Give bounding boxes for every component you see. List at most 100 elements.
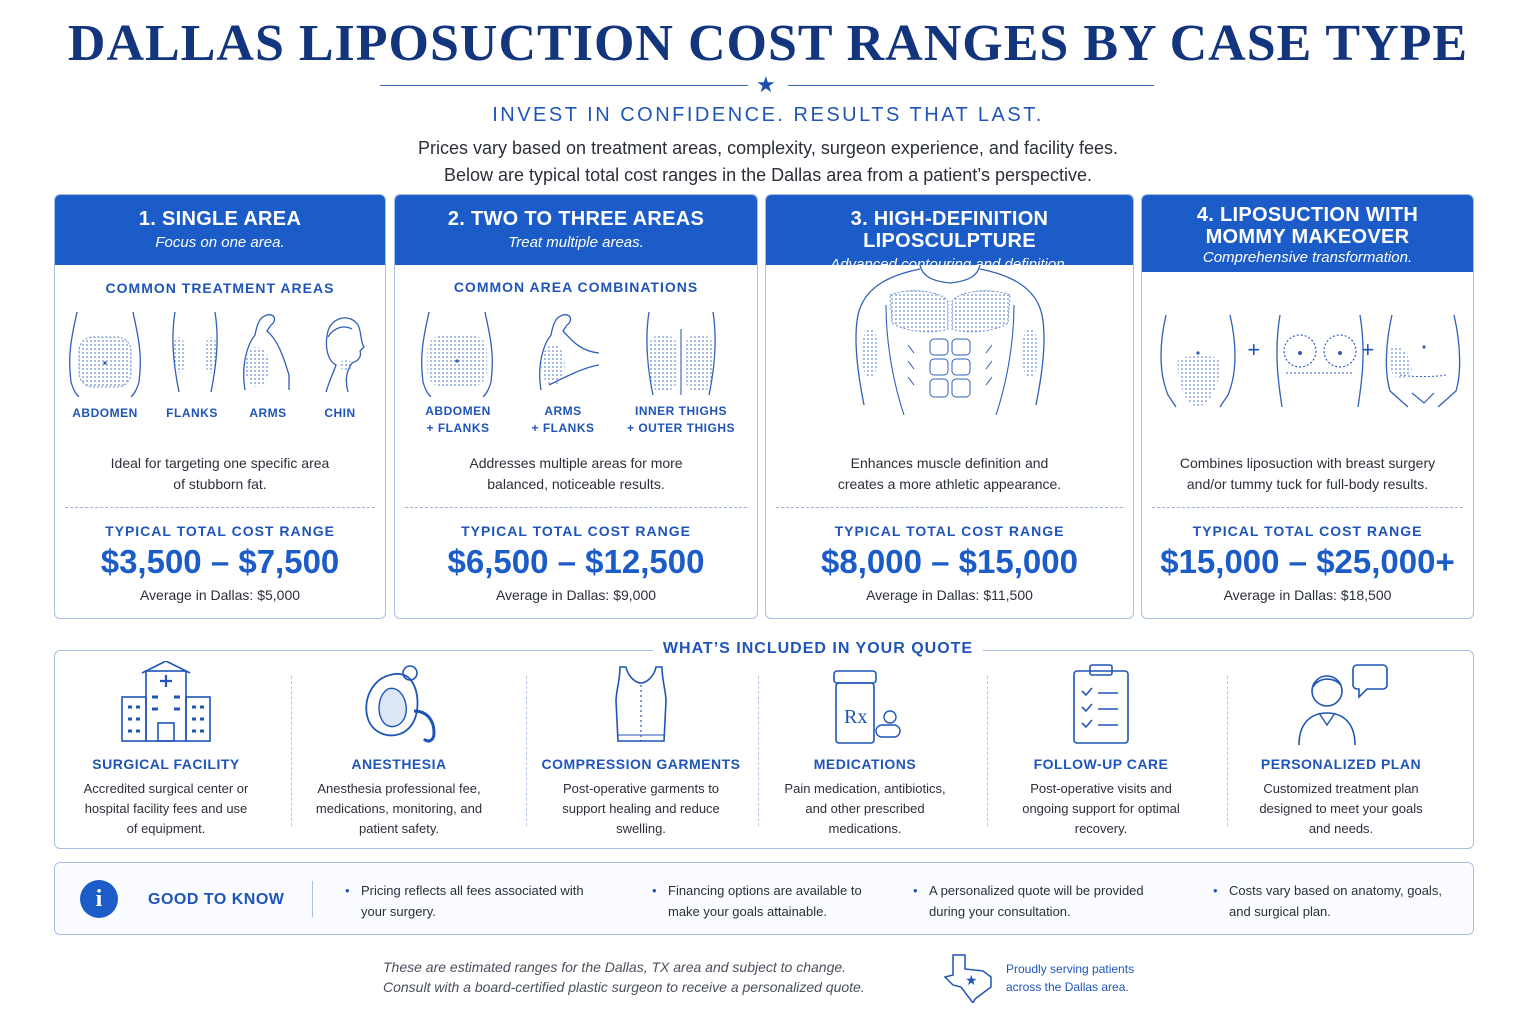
description-line: swelling.	[616, 821, 666, 836]
hospital-icon	[121, 661, 211, 742]
cost-range: $3,500 – $7,500	[100, 543, 340, 580]
description-line: Post-operative visits and	[1030, 781, 1172, 796]
compression-garment-icon	[615, 666, 667, 742]
included-item-personalized-plan: PERSONALIZED PLAN Customized treatment p…	[1241, 651, 1441, 850]
tagline: INVEST IN CONFIDENCE. RESULTS THAT LAST.	[492, 104, 1044, 126]
card-title: 1. SINGLE AREA	[138, 208, 302, 230]
description-line: creates a more athletic appearance.	[837, 476, 1062, 492]
included-item-name: FOLLOW-UP CARE	[1033, 756, 1169, 772]
included-item-name: SURGICAL FACILITY	[92, 756, 240, 772]
combo-label: INNER THIGHS + OUTER THIGHS	[621, 403, 741, 437]
intro-line: Prices vary based on treatment areas, co…	[417, 138, 1118, 158]
cost-range: $6,500 – $12,500	[447, 543, 705, 580]
dotted-divider	[776, 507, 1123, 508]
included-item-description: Customized treatment plan designed to me…	[1249, 779, 1433, 839]
combo-line: + FLANKS	[426, 421, 490, 435]
serving-line: across the Dallas area.	[1006, 980, 1129, 994]
included-item-description: Post-operative visits and ongoing suppor…	[1009, 779, 1193, 839]
person-chat-icon	[1298, 664, 1388, 745]
abdomen-lower-figure-icon	[1385, 314, 1461, 408]
card-subtitle: Treat multiple areas.	[508, 234, 644, 251]
description-line: Addresses multiple areas for more	[469, 455, 683, 471]
card-header: 4. LIPOSUCTION WITH MOMMY MAKEOVER Compr…	[1142, 195, 1473, 272]
combo-line: ABDOMEN	[425, 404, 491, 418]
card-title: 2. TWO TO THREE AREAS	[447, 208, 705, 230]
rx-label: Rx	[844, 706, 867, 728]
cost-range: $8,000 – $15,000	[821, 543, 1078, 580]
texas-state-icon: ★	[943, 954, 992, 1003]
included-title: WHAT’S INCLUDED IN YOUR QUOTE	[653, 640, 983, 658]
item-line: Pricing reflects all fees associated wit…	[361, 883, 584, 898]
dotted-divider	[1152, 507, 1463, 508]
description-line: patient safety.	[359, 821, 439, 836]
anesthesia-mask-icon	[365, 665, 436, 743]
card-single-area: 1. SINGLE AREA Focus on one area. COMMON…	[54, 194, 386, 619]
description-line: Accredited surgical center or	[83, 781, 249, 796]
included-item-name: MEDICATIONS	[813, 756, 917, 772]
card-description: Addresses multiple areas for more balanc…	[405, 453, 747, 495]
section-label: COMMON AREA COMBINATIONS	[453, 279, 699, 295]
cost-range: $15,000 – $25,000+	[1160, 543, 1455, 580]
card-two-to-three-areas: 2. TWO TO THREE AREAS Treat multiple are…	[394, 194, 758, 619]
card-header: 2. TWO TO THREE AREAS Treat multiple are…	[395, 195, 757, 265]
footnote-line: These are estimated ranges for the Dalla…	[383, 959, 847, 975]
card-title: 3. HIGH-DEFINITION LIPOSCULPTURE	[850, 208, 1049, 252]
description-line: Combines liposuction with breast surgery	[1179, 455, 1436, 471]
description-line: support healing and reduce	[562, 801, 720, 816]
title-divider-right	[788, 85, 1154, 86]
star-icon: ★	[756, 72, 776, 97]
good-to-know-label: GOOD TO KNOW	[148, 891, 285, 908]
intro-text: Prices vary based on treatment areas, co…	[0, 135, 1536, 189]
included-item-surgical-facility: SURGICAL FACILITY Accredited surgical ce…	[55, 651, 277, 850]
item-line: Costs vary based on anatomy, goals,	[1229, 883, 1442, 898]
footnote-line: Consult with a board-certified plastic s…	[383, 979, 865, 995]
plus-sign: +	[1361, 337, 1375, 362]
average-cost: Average in Dallas: $9,000	[495, 587, 657, 603]
card-header: 1. SINGLE AREA Focus on one area.	[55, 195, 385, 265]
column-divider	[758, 676, 759, 826]
description-line: designed to meet your goals	[1259, 801, 1423, 816]
tummy-figure-icon	[1160, 314, 1236, 408]
dotted-divider	[405, 507, 747, 508]
card-description: Combines liposuction with breast surgery…	[1152, 453, 1463, 495]
description-line: medications.	[828, 821, 902, 836]
description-line: Customized treatment plan	[1263, 781, 1419, 796]
plus-sign: +	[1247, 337, 1261, 362]
average-cost: Average in Dallas: $18,500	[1223, 587, 1392, 603]
included-item-description: Accredited surgical center or hospital f…	[63, 779, 269, 839]
arm-figure-icon	[243, 314, 290, 391]
description-line: of stubborn fat.	[173, 476, 267, 492]
info-icon: i	[80, 880, 118, 918]
included-item-name: ANESTHESIA	[351, 756, 447, 772]
description-line: medications, monitoring, and	[315, 801, 483, 816]
serving-note: Proudly serving patients across the Dall…	[1006, 960, 1134, 996]
combo-line: + OUTER THIGHS	[626, 421, 735, 435]
combo-line: INNER THIGHS	[634, 404, 727, 418]
description-line: ongoing support for optimal	[1022, 801, 1180, 816]
card-subtitle: Focus on one area.	[155, 234, 285, 251]
column-divider	[987, 676, 988, 826]
prescription-bottle-icon: Rx	[833, 670, 901, 744]
vertical-divider	[312, 881, 313, 917]
combo-line: ARMS	[544, 404, 582, 418]
column-divider	[526, 676, 527, 826]
clipboard-checklist-icon	[1073, 664, 1129, 744]
description-line: balanced, noticeable results.	[487, 476, 665, 492]
included-item-anesthesia: ANESTHESIA Anesthesia professional fee, …	[305, 651, 493, 850]
description-line: Pain medication, antibiotics,	[784, 781, 946, 796]
combo-label: ARMS + FLANKS	[521, 403, 605, 437]
item-line: make your goals attainable.	[668, 904, 827, 919]
included-item-follow-up-care: FOLLOW-UP CARE Post-operative visits and…	[1001, 651, 1201, 850]
item-line: Financing options are available to	[668, 883, 862, 898]
good-to-know-panel: i GOOD TO KNOW Pricing reflects all fees…	[54, 862, 1474, 935]
muscular-torso-figure-icon	[855, 265, 1045, 416]
description-line: and needs.	[1308, 821, 1374, 836]
card-subtitle: Comprehensive transformation.	[1202, 249, 1413, 266]
area-label: CHIN	[324, 406, 356, 420]
included-item-medications: Rx MEDICATIONS Pain medication, antibiot…	[771, 651, 959, 850]
description-line: recovery.	[1074, 821, 1128, 836]
description-line: and other prescribed	[805, 801, 925, 816]
description-line: Enhances muscle definition and	[850, 455, 1049, 471]
card-high-definition-liposculpture: 3. HIGH-DEFINITION LIPOSCULPTURE Advance…	[765, 194, 1134, 619]
good-to-know-item: Pricing reflects all fees associated wit…	[345, 880, 584, 922]
